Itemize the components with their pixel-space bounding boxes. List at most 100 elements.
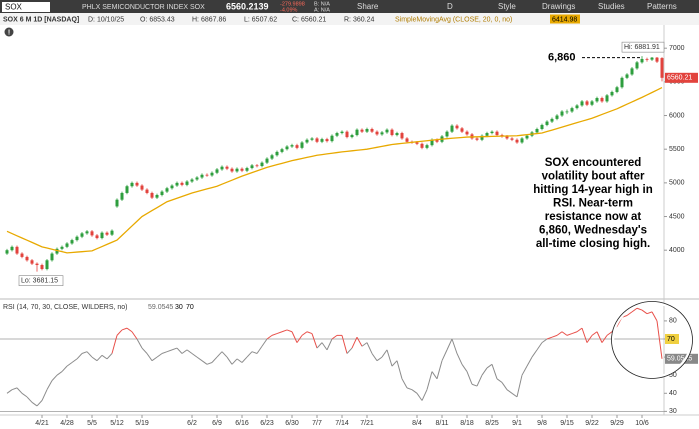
candle-body	[345, 131, 349, 138]
rsi-segment	[381, 349, 388, 358]
rsi-segment	[516, 375, 523, 398]
candle-body	[40, 265, 44, 270]
aggregation-button[interactable]: D	[447, 2, 453, 11]
ask: A: N/A	[314, 7, 330, 13]
rsi-segment	[116, 329, 123, 336]
candle-body	[455, 125, 459, 129]
candle-body	[615, 87, 619, 92]
rsi-segment	[121, 327, 128, 331]
high-label-box	[621, 41, 665, 53]
candle-body	[475, 138, 479, 140]
x-tick-label: 8/25	[485, 420, 499, 427]
symbol[interactable]: SOX	[5, 3, 23, 12]
rsi-segment	[386, 349, 393, 367]
candle-body	[15, 246, 19, 254]
symbol-input[interactable]	[2, 2, 50, 12]
candle-body	[280, 149, 284, 152]
candle-body	[275, 151, 279, 156]
rsi-segment	[76, 353, 83, 360]
candle-body	[570, 108, 574, 112]
candle-body	[80, 233, 84, 237]
rsi-segment	[201, 360, 208, 365]
candle-body	[395, 133, 399, 136]
symbol-echo: SOX	[190, 4, 205, 11]
study-value-box	[550, 14, 580, 24]
candle-body	[495, 131, 499, 136]
candle-body	[655, 57, 659, 62]
x-tick-label: 8/11	[435, 420, 448, 427]
candle-body	[585, 101, 589, 105]
rsi-segment	[186, 349, 193, 354]
drawings-button[interactable]: Drawings	[542, 2, 575, 11]
rsi-segment	[406, 387, 413, 391]
rsi-segment	[6, 389, 13, 394]
studies-button[interactable]: Studies	[598, 2, 625, 11]
candle-body	[245, 168, 249, 171]
candle-body	[635, 62, 639, 69]
rsi-segment	[361, 342, 368, 347]
rsi-segment	[371, 353, 378, 361]
rsi-segment	[146, 353, 153, 361]
candle-body	[425, 145, 429, 148]
patterns-button[interactable]: Patterns	[647, 2, 677, 11]
rsi-segment	[11, 387, 18, 391]
candle-body	[250, 165, 254, 169]
rsi-segment	[176, 347, 183, 354]
rsi-segment	[526, 356, 533, 367]
rsi-segment	[436, 360, 443, 379]
x-tick-label: 5/5	[87, 420, 97, 427]
share-button[interactable]: Share	[357, 2, 379, 11]
rsi-segment	[256, 345, 263, 354]
rsi-tick-label: 30	[669, 408, 677, 415]
candle-body	[400, 133, 404, 139]
candle-body	[605, 95, 609, 102]
candle-body	[540, 124, 544, 129]
candle-body	[550, 118, 554, 122]
style-button[interactable]: Style	[498, 2, 516, 11]
rsi-segment	[606, 331, 613, 336]
rsi-segment	[96, 354, 103, 362]
candle-body	[290, 145, 294, 147]
rsi-segment	[496, 378, 503, 383]
rsi-segment	[191, 353, 198, 358]
x-tick-label: 9/22	[585, 420, 599, 427]
rsi-segment	[481, 367, 488, 376]
last-price-label: 6560.21	[667, 75, 692, 82]
rsi-segment	[326, 338, 333, 351]
x-tick-label: 7/14	[335, 420, 349, 427]
candle-body	[225, 166, 229, 169]
rsi-segment	[181, 349, 188, 354]
candle-body	[545, 121, 549, 125]
candle-body	[445, 131, 449, 137]
x-tick-label: 6/30	[285, 420, 299, 427]
rsi-segment	[531, 349, 538, 358]
rsi-title: RSI (14, 70, 30, CLOSE, WILDERS, no)	[3, 304, 128, 311]
rsi-segment	[591, 331, 598, 336]
candle-body	[50, 253, 54, 261]
candle-body	[420, 143, 424, 148]
rsi-segment	[566, 333, 573, 336]
x-tick-label: 9/15	[560, 420, 574, 427]
overbought-box	[665, 334, 679, 344]
rsi-segment	[631, 307, 638, 313]
rsi-segment	[641, 309, 648, 315]
info-icon[interactable]	[4, 27, 14, 37]
x-tick-label: 8/4	[412, 420, 422, 427]
candle-body	[515, 139, 519, 143]
x-tick-label: 7/21	[360, 420, 374, 427]
header-close: C: 6560.21	[292, 16, 326, 23]
rsi-segment	[246, 351, 253, 358]
rsi-segment	[126, 327, 133, 333]
rsi-segment	[216, 351, 223, 358]
header-open: O: 6853.43	[140, 16, 175, 23]
candle-body	[535, 128, 539, 133]
rsi-segment	[446, 338, 453, 351]
rsi-tick-label: 80	[669, 318, 677, 325]
candle-body	[135, 182, 139, 186]
rsi-segment	[471, 383, 478, 387]
candle-body	[180, 182, 184, 185]
candle-body	[110, 230, 114, 235]
candle-body	[295, 145, 299, 148]
candle-body	[645, 58, 649, 60]
rsi-segment	[586, 335, 593, 343]
